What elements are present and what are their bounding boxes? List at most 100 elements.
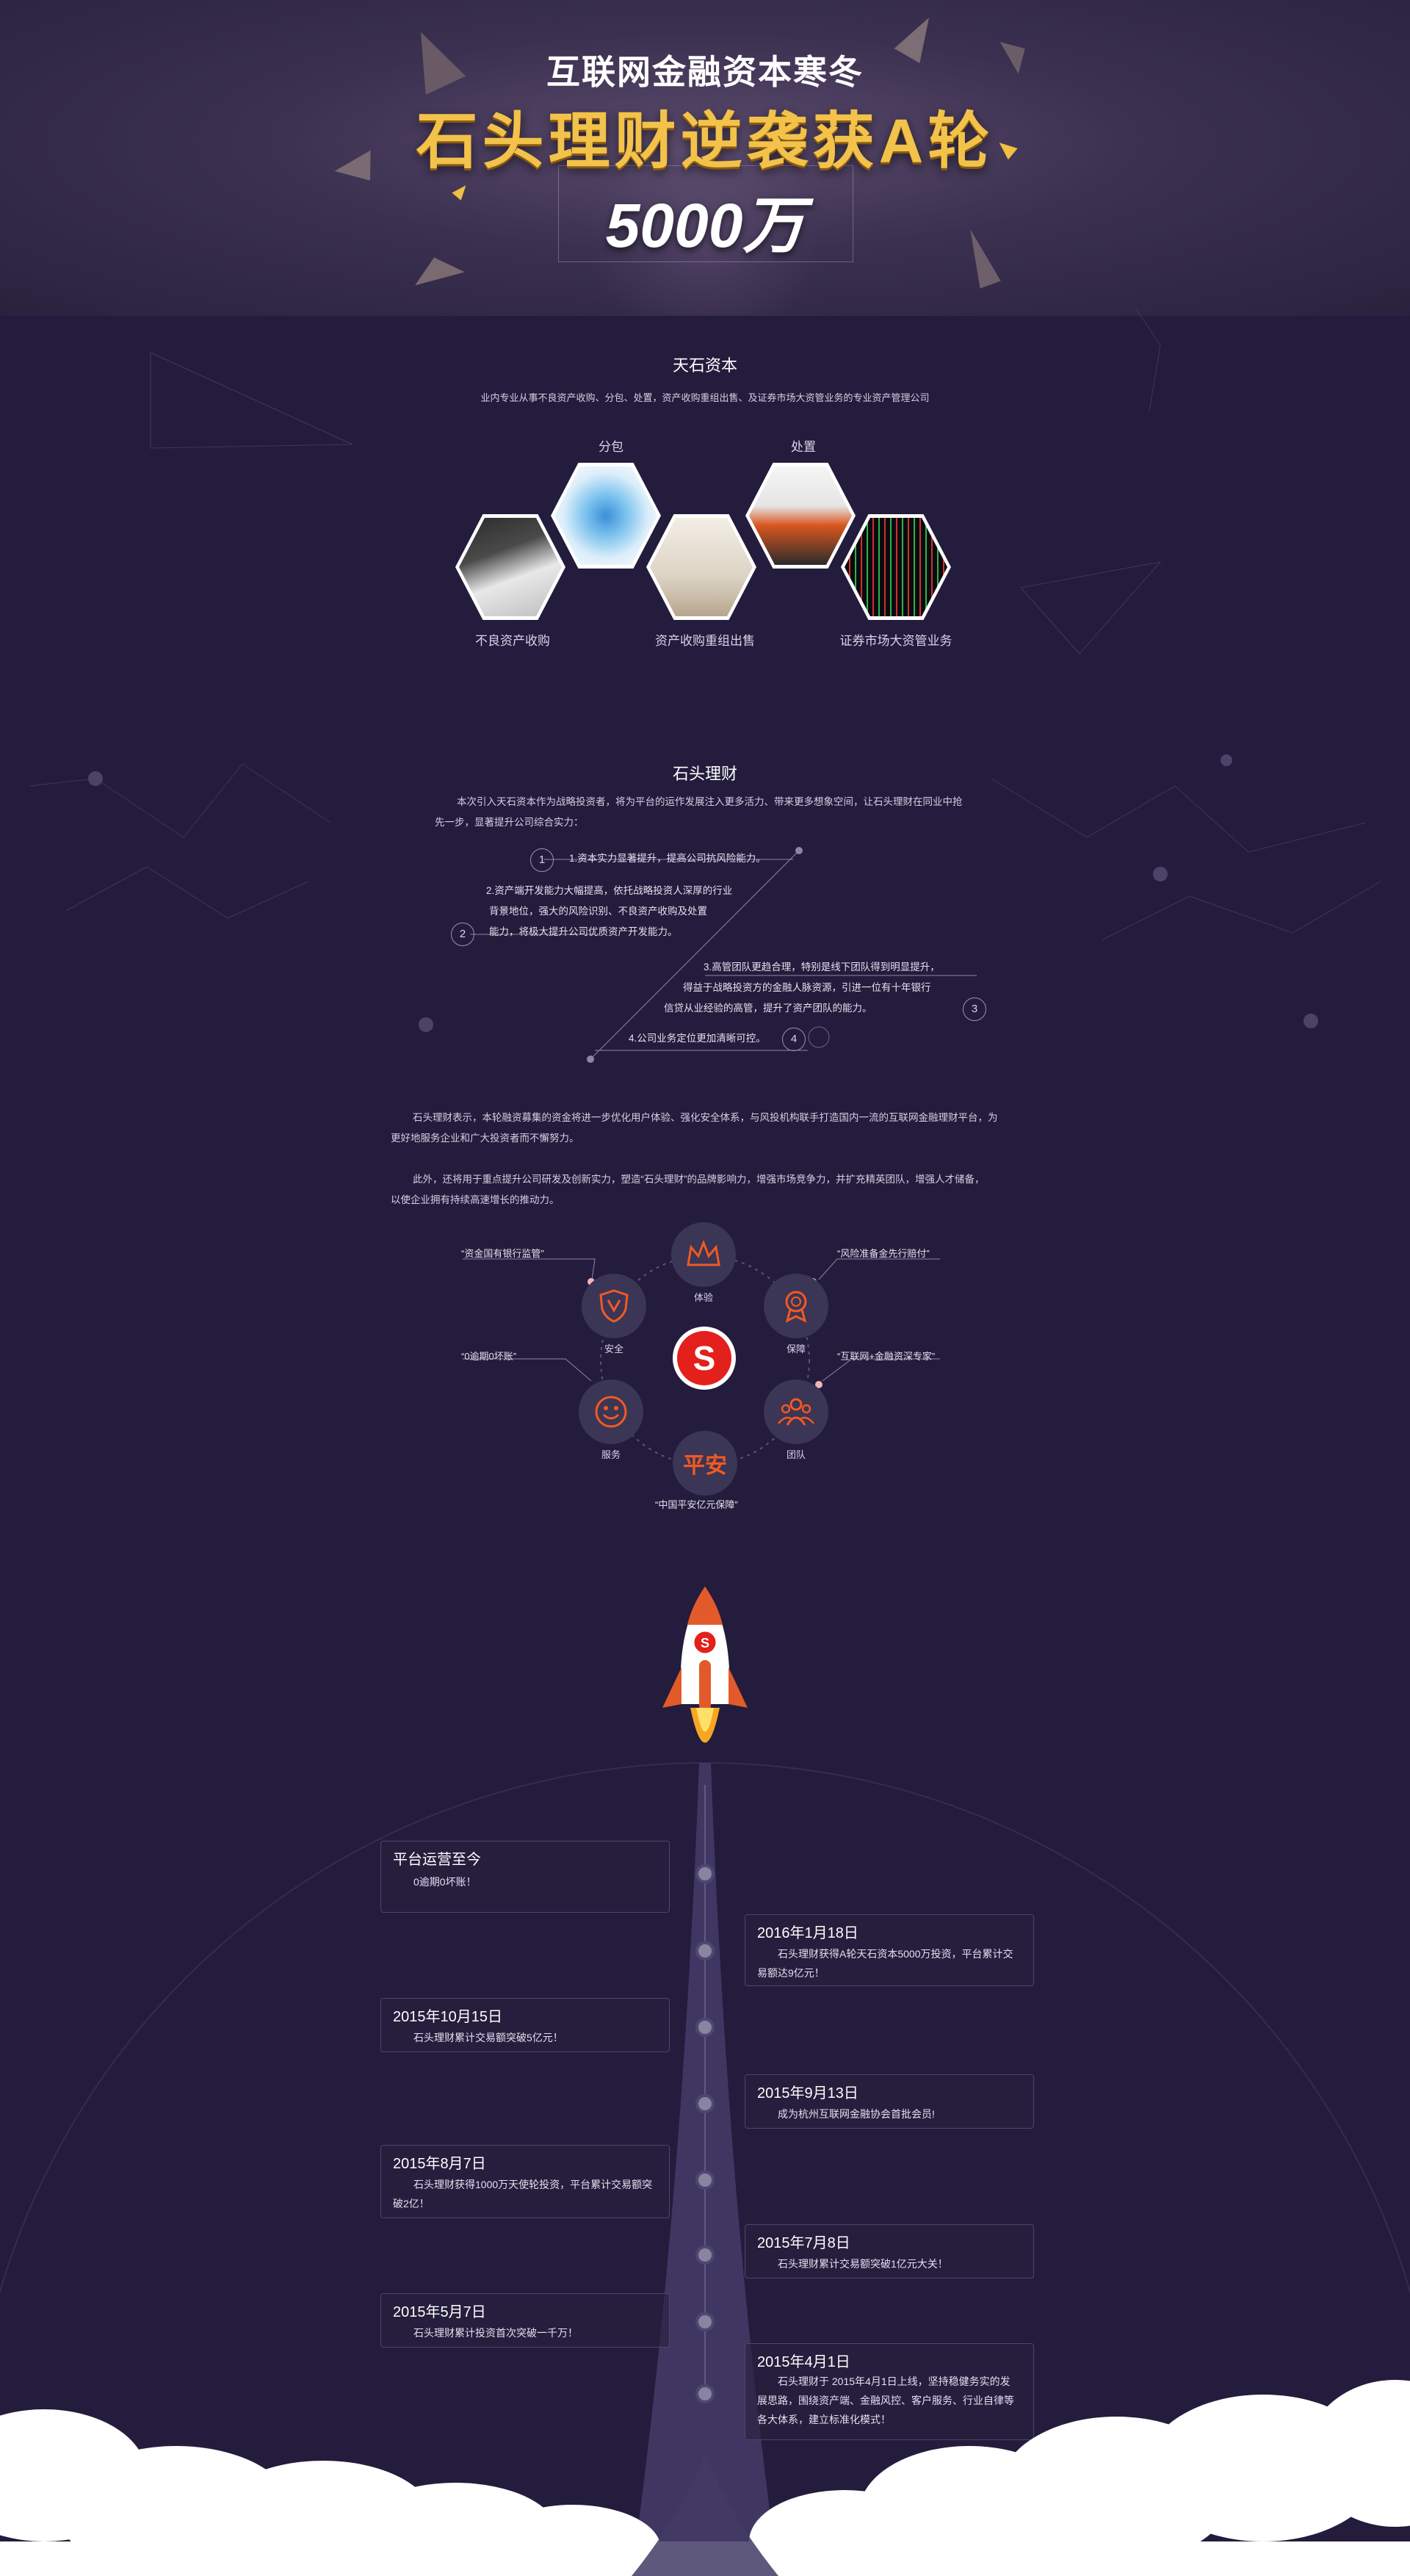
timeline-desc: 0逾期0坏账！ bbox=[413, 1876, 477, 1888]
section-title-tianshi: 天石资本 bbox=[672, 356, 737, 375]
label-zhengquan: 证券市场大资管业务 bbox=[839, 634, 952, 648]
hero-banner: 互联网金融资本寒冬 石头理财逆袭获A轮 5000万 bbox=[0, 0, 1410, 316]
smiley-icon bbox=[595, 1396, 627, 1428]
background-network-decoration bbox=[29, 309, 1381, 1032]
quote-anquan: “资金国有银行监管” bbox=[461, 1248, 544, 1259]
hex-image-network bbox=[551, 463, 661, 569]
feature-tuandui bbox=[764, 1379, 828, 1444]
list-item-3-line3: 信贷从业经验的高管，提升了资产团队的能力。 bbox=[664, 1003, 872, 1014]
quote-tuandui: “互联网+金融资深专家” bbox=[837, 1351, 936, 1362]
label-chuzhi: 处置 bbox=[791, 440, 816, 454]
hero-amount-frame bbox=[558, 165, 853, 262]
list-connector-lines bbox=[470, 847, 977, 1063]
timeline-card: 2015年5月7日 石头理财累计投资首次突破一千万！ bbox=[380, 2293, 670, 2348]
timeline-desc: 破2亿！ bbox=[393, 2198, 430, 2209]
section-title-shitou: 石头理财 bbox=[672, 765, 737, 783]
timeline-node bbox=[695, 2245, 715, 2265]
list-item-2-line1: 2.资产端开发能力大幅提高，依托战略投资人深厚的行业 bbox=[486, 885, 733, 896]
team-icon bbox=[778, 1398, 814, 1426]
feature-tiyan bbox=[671, 1222, 736, 1287]
label-fenbao: 分包 bbox=[599, 440, 623, 454]
quote-baozhang: “风险准备金先行赔付” bbox=[837, 1248, 930, 1259]
feature-label-anquan: 安全 bbox=[604, 1343, 623, 1354]
timeline-date: 2015年5月7日 bbox=[393, 2304, 486, 2320]
timeline-card: 2015年4月1日 石头理财于 2015年4月1日上线，坚持稳健务实的发 展思路… bbox=[745, 2343, 1034, 2440]
label-buliang: 不良资产收购 bbox=[475, 634, 550, 648]
list-number-badge: 2 bbox=[451, 923, 474, 946]
hero-subtitle: 互联网金融资本寒冬 bbox=[546, 53, 864, 91]
crown-icon bbox=[687, 1240, 720, 1266]
feature-label-fuwu: 服务 bbox=[601, 1449, 621, 1460]
label-chongzu: 资产收购重组出售 bbox=[655, 634, 755, 648]
timeline-node bbox=[695, 2018, 715, 2037]
timeline-node bbox=[695, 2384, 715, 2403]
clouds-footer-decoration bbox=[0, 2380, 1410, 2576]
timeline-date: 2015年10月15日 bbox=[393, 2009, 502, 2025]
timeline-card: 2016年1月18日 石头理财获得A轮天石资本5000万投资，平台累计交 易额达… bbox=[745, 1914, 1034, 1986]
list-number-badge: 4 bbox=[782, 1028, 806, 1051]
list-item-2-line2: 背景地位，强大的风险识别、不良资产收购及处置 bbox=[489, 906, 707, 917]
rocket-icon: S bbox=[662, 1587, 748, 1743]
pingan-logo: 平安 bbox=[683, 1454, 727, 1478]
timeline-node bbox=[695, 2312, 715, 2331]
hex-image-handshake bbox=[455, 514, 565, 620]
timeline-desc: 成为杭州互联网金融协会首批会员! bbox=[778, 2108, 935, 2120]
timeline-desc: 石头理财获得1000万天使轮投资，平台累计交易额突 bbox=[413, 2179, 653, 2190]
timeline-date: 2016年1月18日 bbox=[757, 1925, 858, 1941]
timeline-desc: 易额达9亿元！ bbox=[757, 1967, 825, 1979]
feature-pingan: 平安 bbox=[673, 1431, 737, 1496]
list-item-4: 4.公司业务定位更加清晰可控。 bbox=[629, 1033, 766, 1044]
brand-logo-circle: S bbox=[673, 1327, 736, 1390]
shitou-paragraph-2-line1: 此外，还将用于重点提升公司研发及创新实力，塑造“石头理财”的品牌影响力，增强市场… bbox=[413, 1174, 985, 1185]
shitou-intro-line1: 本次引入天石资本作为战略投资者，将为平台的运作发展注入更多活力、带来更多想象空间… bbox=[457, 796, 963, 807]
timeline-node bbox=[695, 1864, 715, 1883]
list-item-2-line3: 能力，将极大提升公司优质资产开发能力。 bbox=[489, 926, 678, 937]
timeline-desc: 石头理财累计交易额突破5亿元！ bbox=[413, 2032, 563, 2043]
tianshi-intro: 业内专业从事不良资产收购、分包、处置，资产收购重组出售、及证券市场大资管业务的专… bbox=[480, 392, 930, 403]
hero-title: 石头理财逆袭获A轮 bbox=[416, 107, 994, 176]
timeline-date: 平台运营至今 bbox=[393, 1852, 481, 1868]
feature-label-baozhang: 保障 bbox=[786, 1343, 806, 1354]
hero-glow-circle bbox=[588, 118, 822, 316]
callout-dot bbox=[815, 1381, 822, 1388]
rocket-badge-s: S bbox=[701, 1636, 709, 1650]
shitou-paragraph-2-line2: 以使企业拥有持续高速增长的推动力。 bbox=[391, 1194, 560, 1205]
quote-fuwu: “0逾期0坏账” bbox=[461, 1351, 517, 1362]
timeline-card: 2015年10月15日 石头理财累计交易额突破5亿元！ bbox=[380, 1998, 670, 2052]
timeline-date: 2015年8月7日 bbox=[393, 2156, 486, 2172]
feature-anquan bbox=[582, 1274, 646, 1338]
timeline-node bbox=[695, 1941, 715, 1960]
timeline-desc: 各大体系，建立标准化模式！ bbox=[757, 2414, 891, 2425]
list-item-1: 1.资本实力显著提升，提高公司抗风险能力。 bbox=[569, 853, 766, 864]
award-badge-icon bbox=[785, 1291, 807, 1323]
list-item-3-line2: 得益于战略投资方的金融人脉资源，引进一位有十年银行 bbox=[683, 982, 931, 993]
feature-fuwu bbox=[579, 1379, 643, 1444]
timeline-card: 2015年9月13日 成为杭州互联网金融协会首批会员! bbox=[745, 2074, 1034, 2129]
feature-label-tuandui: 团队 bbox=[786, 1449, 806, 1460]
timeline-background-arc bbox=[0, 1762, 1410, 2576]
timeline-node bbox=[695, 2094, 715, 2113]
list-number-badge: 3 bbox=[963, 997, 986, 1021]
list-item-3-line1: 3.高管团队更趋合理，特别是线下团队得到明显提升， bbox=[704, 962, 940, 973]
shitou-paragraph-1-line1: 石头理财表示，本轮融资募集的资金将进一步优化用户体验、强化安全体系，与风投机构联… bbox=[413, 1112, 998, 1123]
timeline-date: 2015年9月13日 bbox=[757, 2085, 858, 2101]
shield-icon bbox=[599, 1289, 629, 1323]
hero-amount: 5000万 bbox=[605, 191, 805, 260]
timeline-desc: 展思路，围绕资产端、金融风控、客户服务、行业自律等 bbox=[757, 2395, 1014, 2406]
hex-image-stock-screen bbox=[841, 514, 951, 620]
timeline-date: 2015年7月8日 bbox=[757, 2235, 850, 2251]
list-number-badge: 1 bbox=[530, 848, 554, 872]
shitou-paragraph-1-line2: 更好地服务企业和广大投资者而不懈努力。 bbox=[391, 1133, 579, 1144]
timeline-desc: 石头理财于 2015年4月1日上线，坚持稳健务实的发 bbox=[778, 2375, 1010, 2387]
timeline-card: 平台运营至今 0逾期0坏账！ bbox=[380, 1841, 670, 1913]
shitou-intro-line2: 先一步，显著提升公司综合实力： bbox=[435, 817, 584, 828]
timeline-node bbox=[695, 2171, 715, 2190]
timeline-date: 2015年4月1日 bbox=[757, 2354, 850, 2370]
hex-image-house bbox=[745, 463, 856, 569]
quote-pingan: “中国平安亿元保障” bbox=[655, 1499, 738, 1510]
timeline-desc: 石头理财累计交易额突破1亿元大关！ bbox=[778, 2258, 948, 2270]
timeline-card: 2015年8月7日 石头理财获得1000万天使轮投资，平台累计交易额突 破2亿！ bbox=[380, 2145, 670, 2218]
feature-baozhang bbox=[764, 1274, 828, 1338]
timeline-card: 2015年7月8日 石头理财累计交易额突破1亿元大关！ bbox=[745, 2224, 1034, 2279]
timeline-desc: 石头理财获得A轮天石资本5000万投资，平台累计交 bbox=[778, 1948, 1013, 1960]
